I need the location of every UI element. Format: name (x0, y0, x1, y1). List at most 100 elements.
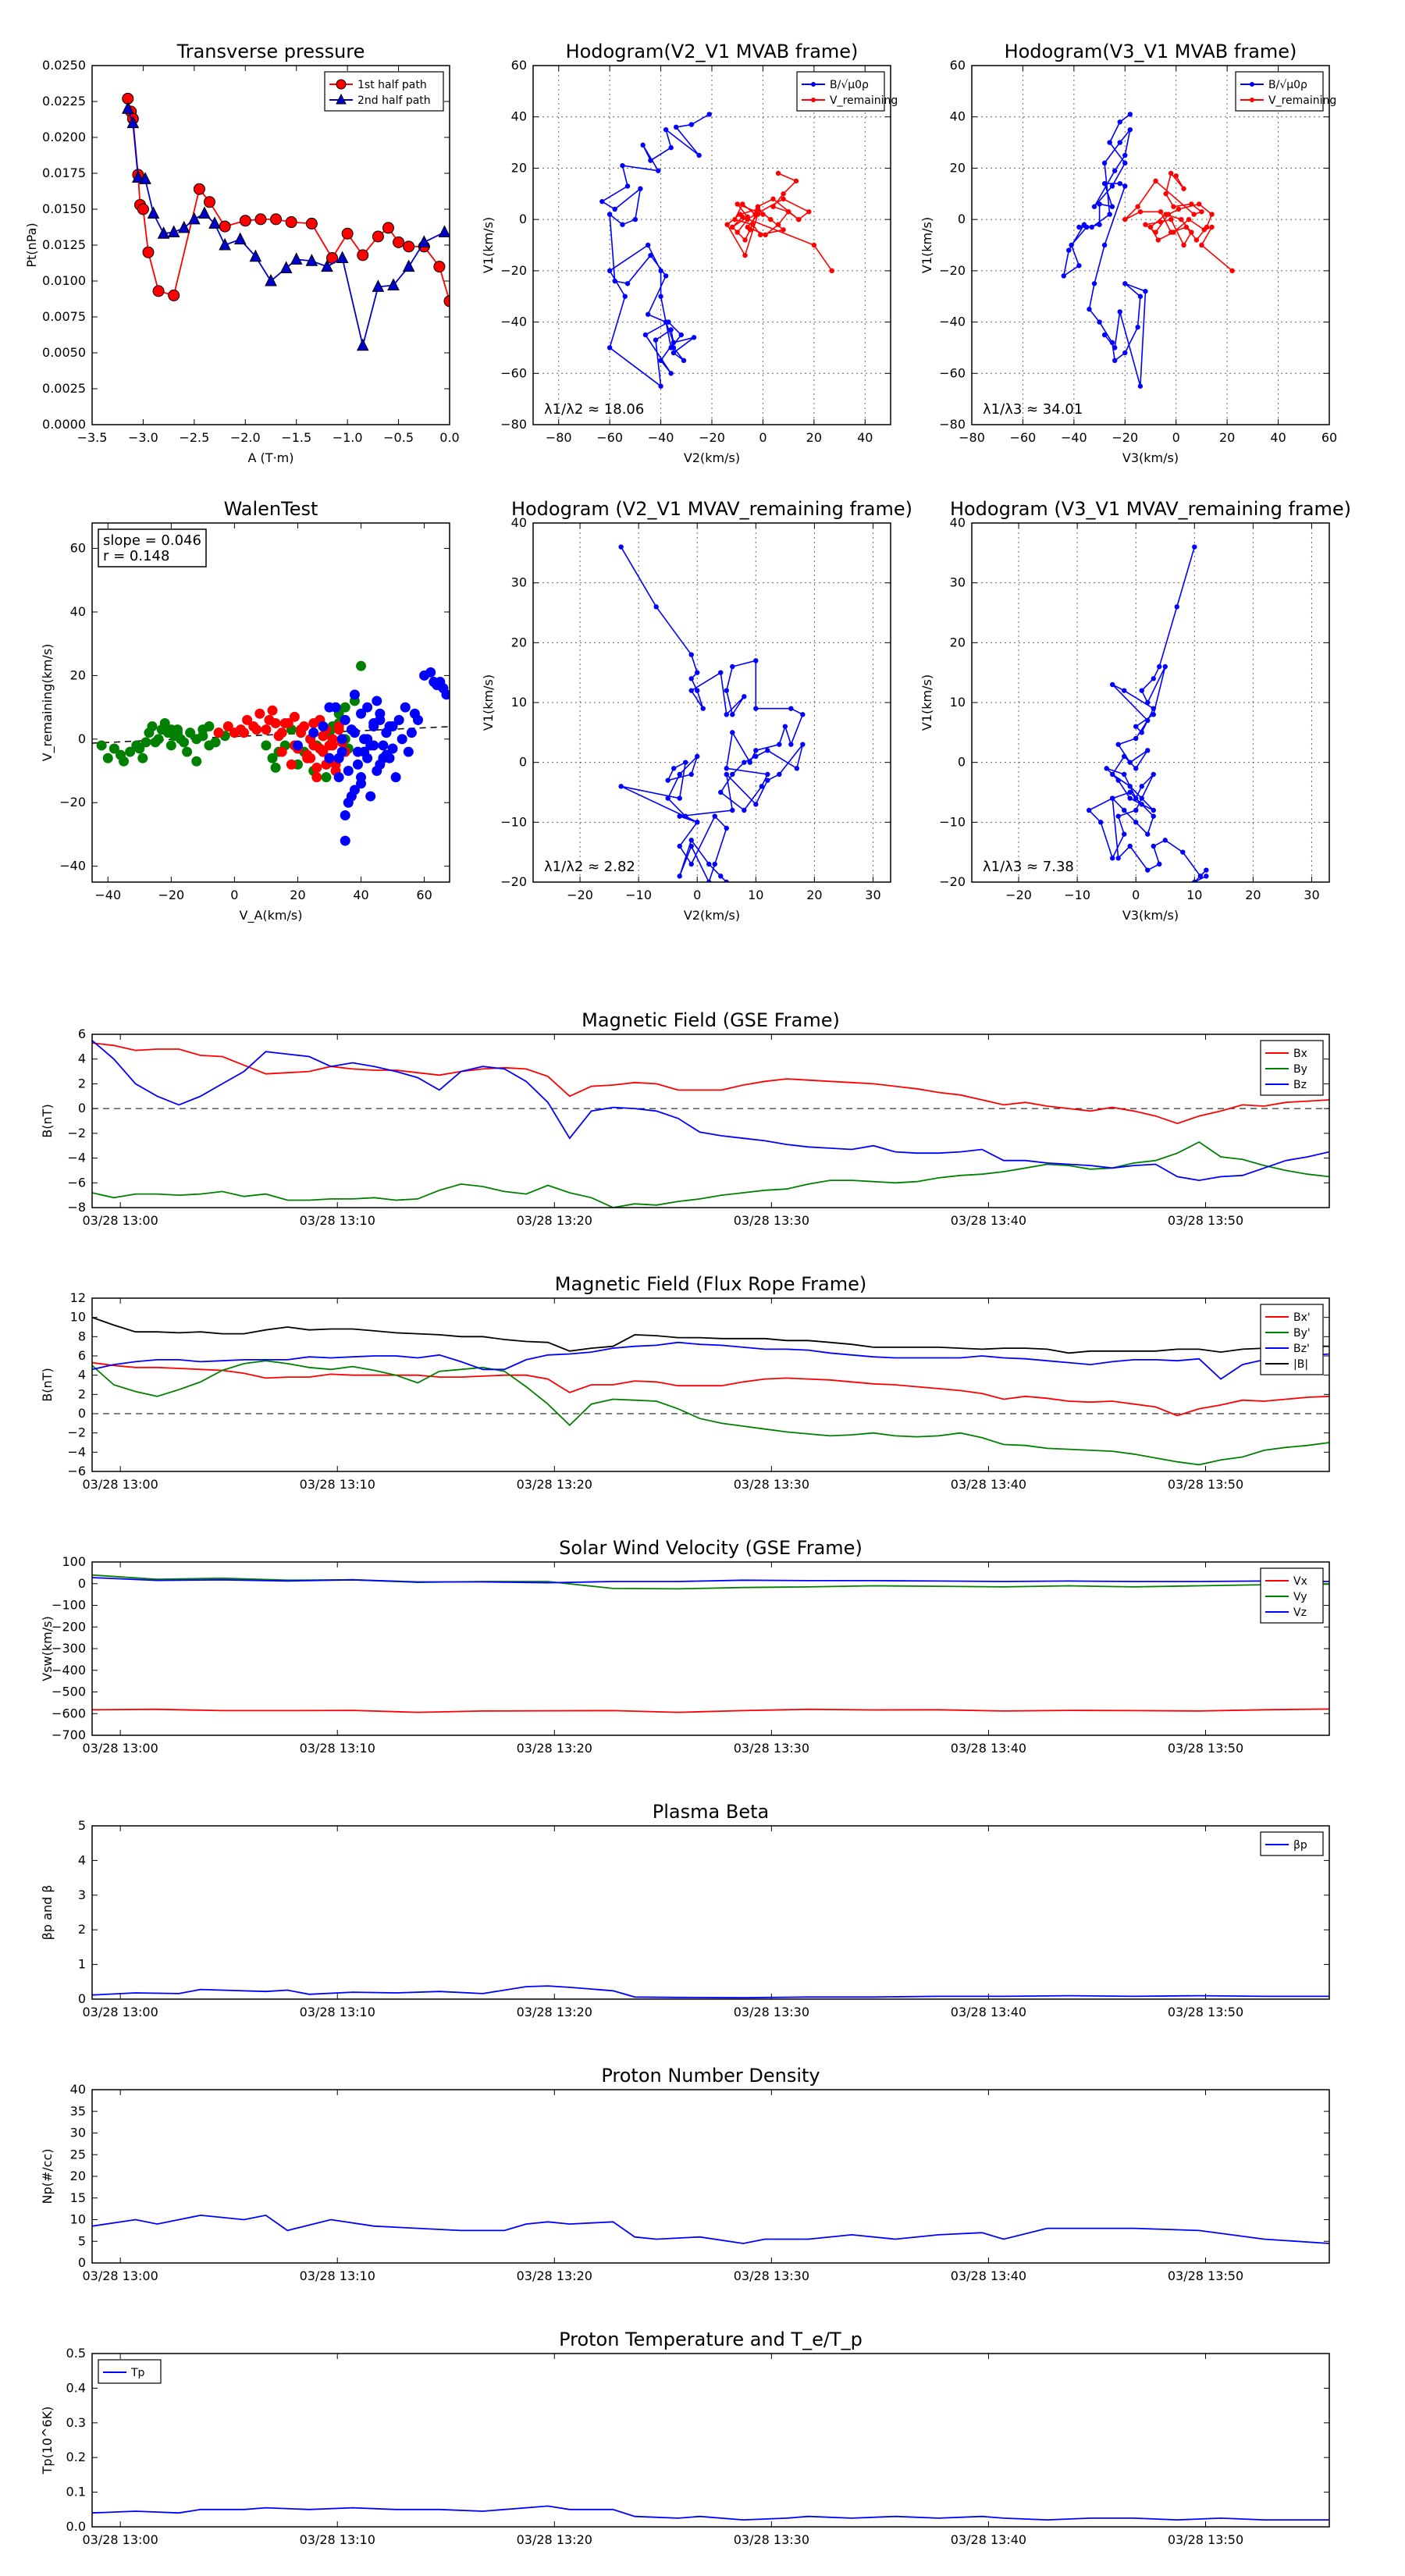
data-layer (92, 1316, 1329, 1466)
y-tick-label: −200 (52, 1619, 86, 1634)
scatter-point (305, 753, 316, 763)
data-point (695, 820, 700, 825)
data-point (788, 706, 794, 711)
series--p-line (92, 1985, 1329, 1999)
x-tick-label: 03/28 13:40 (951, 1477, 1026, 1492)
data-point (695, 688, 700, 693)
scatter-point (349, 728, 360, 738)
data-point (753, 706, 759, 711)
scatter-point (324, 753, 335, 763)
data-point (219, 237, 231, 251)
data-point (730, 664, 735, 670)
data-point (745, 224, 750, 230)
data-point (1209, 224, 1215, 230)
eigenvalue-ratio: λ1/λ3 ≈ 7.38 (983, 859, 1074, 875)
data-point (1145, 867, 1151, 873)
scatter-point (362, 753, 373, 763)
x-tick-label: −3.0 (128, 430, 158, 445)
chart-panel-tpl: Proton Temperature and T_e/T_p 03/28 13:0… (40, 2329, 1330, 2547)
data-point (706, 112, 712, 117)
data-point (753, 748, 759, 753)
scatter-point (321, 772, 332, 783)
y-axis-label: Vsw(km/s) (40, 1616, 55, 1681)
data-point (1145, 717, 1151, 724)
data-point (770, 196, 776, 202)
x-tick-label: 20 (1245, 888, 1261, 902)
scatter-point (311, 772, 322, 783)
x-tick-label: 10 (1186, 888, 1202, 902)
data-point (1112, 345, 1118, 350)
data-point (1133, 807, 1139, 813)
scatter-point (384, 721, 395, 732)
legend-label: 1st half path (357, 79, 427, 91)
data-point (688, 652, 694, 657)
x-tick-label: −20 (699, 430, 725, 445)
y-tick-label: −80 (500, 417, 527, 432)
y-tick-label: 0.3 (66, 2415, 86, 2430)
data-point (1109, 681, 1115, 688)
data-point (1191, 212, 1197, 217)
legend-label: V_remaining (830, 94, 898, 107)
y-tick-label: 2 (78, 1922, 86, 1937)
y-tick-label: 0 (78, 1101, 86, 1115)
chart-panel-bfr: Magnetic Field (Flux Rope Frame) 03/28 13… (40, 1273, 1330, 1492)
x-tick-label: −80 (546, 430, 572, 445)
x-axis-label: V_A(km/s) (240, 908, 303, 923)
y-tick-label: 0 (78, 1991, 86, 2006)
eigenvalue-ratio: λ1/λ2 ≈ 2.82 (544, 859, 635, 875)
series-vy-line (92, 1574, 1329, 1590)
x-tick-label: 03/28 13:40 (951, 1741, 1026, 1756)
data-point (1201, 227, 1207, 233)
data-point (193, 183, 205, 195)
data-point (1157, 861, 1162, 867)
data-layer (92, 1985, 1329, 1999)
y-tick-label: −4 (67, 1444, 86, 1459)
data-point (372, 279, 385, 292)
scatter-point (352, 759, 363, 770)
data-point (1086, 807, 1092, 813)
legend-box (324, 71, 444, 112)
x-tick-label: −2.5 (179, 430, 209, 445)
data-point (658, 294, 663, 299)
scatter-point (276, 746, 287, 757)
y-tick-label: 0 (78, 1576, 86, 1591)
scatter-point (375, 714, 386, 725)
data-point (718, 789, 724, 795)
eigenvalue-ratio: λ1/λ2 ≈ 18.06 (544, 401, 644, 418)
data-point (1117, 119, 1122, 125)
x-tick-label: 03/28 13:40 (951, 2005, 1026, 2019)
x-tick-label: 03/28 13:20 (517, 1213, 592, 1228)
scatter-point (172, 728, 183, 738)
data-point (1084, 224, 1090, 230)
scatter-point (333, 772, 344, 783)
data-point (806, 209, 812, 215)
data-point (1122, 183, 1128, 189)
data-point (724, 688, 729, 693)
legend: Tp (98, 2359, 162, 2384)
scatter-point (397, 734, 407, 745)
x-tick-label: 0 (1172, 430, 1180, 445)
data-point (1076, 224, 1082, 230)
y-tick-label: 40 (70, 604, 86, 619)
legend-marker (811, 98, 816, 102)
scatter-point (425, 667, 436, 678)
data-point (620, 162, 625, 169)
data-point (1157, 664, 1162, 670)
legend-marker (336, 93, 347, 105)
data-point (599, 198, 605, 205)
data-point (1104, 766, 1109, 771)
y-tick-label: −20 (500, 874, 527, 889)
data-point (674, 124, 679, 130)
data-point (760, 212, 766, 217)
data-point (219, 220, 231, 233)
y-tick-label: 2 (78, 1076, 86, 1091)
data-point (1153, 178, 1158, 184)
data-point (732, 216, 738, 222)
data-point (137, 203, 149, 215)
x-tick-label: 03/28 13:20 (517, 2532, 592, 2547)
x-tick-label: −3.5 (77, 430, 108, 445)
data-layer (599, 112, 834, 389)
data-point (753, 802, 759, 807)
y-tick-label: 8 (78, 1329, 86, 1343)
data-point (1151, 813, 1156, 819)
